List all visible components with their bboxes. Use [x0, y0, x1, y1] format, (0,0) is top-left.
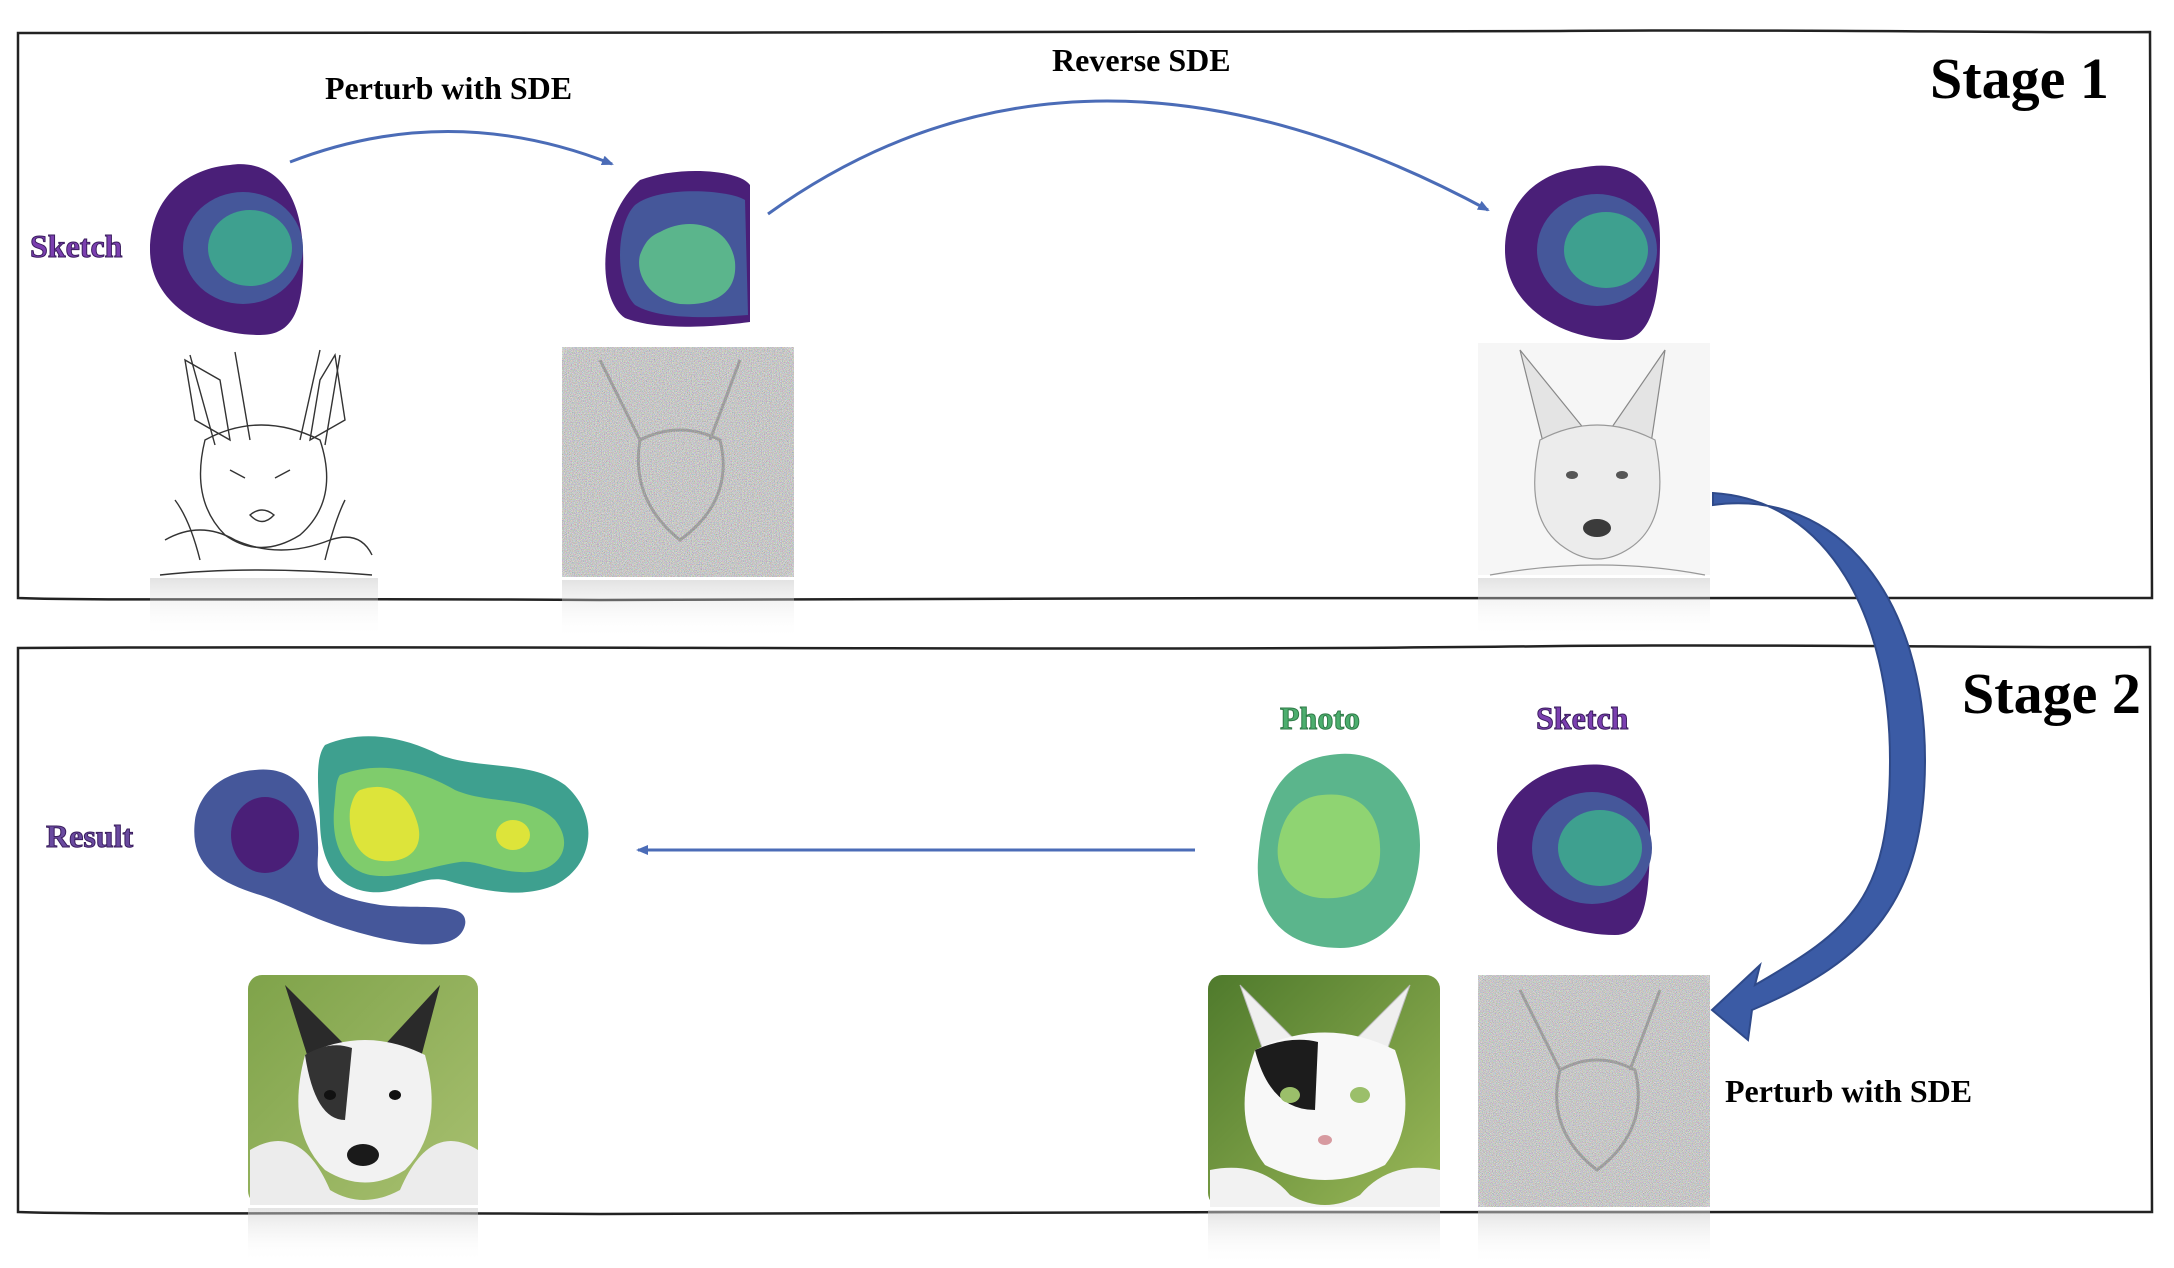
photo-distribution-blob — [1257, 753, 1420, 948]
perturb-arrow-stage1 — [289, 130, 614, 166]
result-label: Result — [45, 818, 134, 855]
stage1-title: Stage 1 — [1930, 46, 2109, 111]
result-dog-photo-image — [248, 975, 478, 1205]
photo-label: Photo — [1280, 700, 1361, 737]
reconstructed-distribution-blob — [1505, 165, 1660, 340]
sketch-dog-image — [150, 345, 378, 576]
noisy-stage2-image — [1478, 975, 1710, 1207]
result-dog-reflection — [248, 1208, 478, 1263]
perturb-sde-label-bottom: Perturb with SDE — [1725, 1073, 1973, 1109]
sketch-dog-reflection — [150, 578, 378, 638]
sketch-distribution-blob-stage2 — [1497, 764, 1652, 935]
perturb-sde-label-top: Perturb with SDE — [325, 70, 573, 106]
noisy-stage2-reflection — [1478, 1210, 1710, 1265]
cat-photo-reflection — [1208, 1210, 1440, 1265]
noisy-sketch-reflection — [562, 580, 794, 640]
sketch-label-stage2: Sketch — [1535, 700, 1629, 737]
cat-photo-image — [1208, 975, 1440, 1207]
stage-transfer-arrow — [1710, 491, 1927, 1042]
perturbed-distribution-blob — [605, 170, 750, 327]
noisy-sketch-image — [562, 347, 794, 577]
reconstructed-reflection — [1478, 578, 1710, 638]
reverse-sde-arrow — [767, 99, 1490, 216]
stage1-frame — [16, 29, 2154, 602]
reverse-sde-label: Reverse SDE — [1052, 42, 1231, 78]
stage2-title: Stage 2 — [1962, 661, 2141, 726]
sketch-label-stage1: Sketch — [29, 228, 123, 265]
sketch-distribution-blob-stage1 — [150, 164, 304, 335]
result-distribution-blob — [194, 736, 589, 945]
reconstructed-sketch-dog-image — [1478, 343, 1710, 576]
